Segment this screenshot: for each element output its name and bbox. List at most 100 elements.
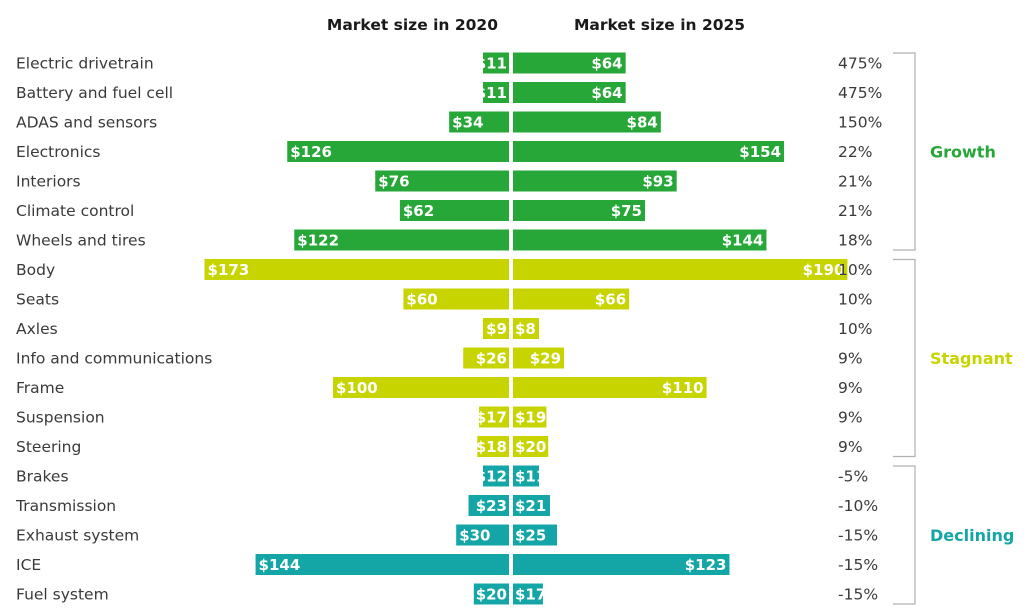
- value-label-2025: $66: [595, 291, 626, 309]
- value-label-2020: $144: [259, 556, 301, 574]
- category-label: Fuel system: [16, 586, 109, 604]
- bar-2025: [513, 229, 767, 251]
- bar-2025: [513, 583, 543, 605]
- value-label-2020: $30: [459, 527, 490, 545]
- value-label-2020: $34: [452, 114, 483, 132]
- value-label-2020: $9: [486, 320, 507, 338]
- category-label: Body: [16, 261, 55, 279]
- bar-2025: [513, 377, 707, 398]
- growth-percent-label: 10%: [838, 291, 872, 309]
- value-label-2025: $17: [515, 586, 546, 604]
- bar-2020: [483, 465, 509, 487]
- header-2020: Market size in 2020: [327, 16, 498, 34]
- value-label-2020: $62: [403, 202, 434, 220]
- value-label-2020: $17: [476, 409, 507, 427]
- growth-percent-label: -15%: [838, 556, 878, 574]
- category-label: Axles: [16, 320, 58, 338]
- category-label: Interiors: [16, 173, 81, 191]
- value-label-2020: $11: [476, 84, 507, 102]
- category-label: Info and communications: [16, 350, 212, 368]
- category-label: Frame: [16, 379, 64, 397]
- bar-2025: [513, 495, 550, 516]
- bar-2020: [287, 141, 509, 162]
- bar-2025: [513, 288, 630, 310]
- value-label-2025: $11: [515, 468, 546, 486]
- growth-percent-label: 475%: [838, 84, 882, 102]
- bar-2020: [255, 554, 509, 575]
- category-label: Climate control: [16, 202, 134, 220]
- growth-percent-label: -15%: [838, 527, 878, 545]
- value-label-2020: $173: [208, 261, 250, 279]
- bar-2020: [483, 52, 509, 74]
- value-label-2025: $144: [722, 232, 764, 250]
- value-label-2025: $64: [591, 84, 622, 102]
- bar-2020: [477, 436, 509, 457]
- bar-2020: [473, 583, 509, 605]
- group-label: Declining: [930, 526, 1014, 545]
- bar-2025: [513, 347, 565, 369]
- value-label-2025: $93: [642, 173, 673, 191]
- bar-2020: [456, 524, 509, 546]
- value-label-2025: $21: [515, 497, 546, 515]
- bar-2025: [513, 259, 848, 280]
- bar-2025: [513, 554, 730, 575]
- value-label-2020: $23: [476, 497, 507, 515]
- bar-2020: [204, 259, 509, 280]
- value-label-2020: $100: [336, 379, 378, 397]
- bar-2020: [479, 406, 509, 428]
- category-label: Brakes: [16, 468, 69, 486]
- value-label-2020: $122: [297, 232, 339, 250]
- bar-2020: [294, 229, 509, 251]
- bar-2020: [403, 288, 509, 310]
- category-label: Seats: [16, 291, 59, 309]
- growth-percent-label: 9%: [838, 350, 863, 368]
- category-label: Transmission: [15, 497, 116, 515]
- category-label: Wheels and tires: [16, 232, 146, 250]
- category-label: Steering: [16, 438, 81, 456]
- growth-percent-label: 22%: [838, 143, 872, 161]
- group-bracket: [893, 258, 916, 458]
- value-label-2020: $20: [476, 586, 507, 604]
- value-label-2025: $84: [627, 114, 658, 132]
- category-label: ICE: [16, 556, 41, 574]
- value-label-2025: $154: [739, 143, 781, 161]
- value-label-2020: $76: [378, 173, 409, 191]
- group-label: Growth: [930, 143, 996, 162]
- value-label-2025: $190: [803, 261, 845, 279]
- bar-2025: [513, 406, 547, 428]
- value-label-2025: $110: [662, 379, 704, 397]
- category-label: ADAS and sensors: [16, 114, 157, 132]
- value-label-2025: $20: [515, 438, 546, 456]
- bar-2020: [468, 495, 509, 516]
- bar-2025: [513, 170, 677, 192]
- value-label-2020: $18: [476, 438, 507, 456]
- value-label-2020: $126: [290, 143, 332, 161]
- bar-2025: [513, 436, 549, 457]
- growth-percent-label: 150%: [838, 114, 882, 132]
- category-label: Electronics: [16, 143, 100, 161]
- growth-percent-label: -15%: [838, 586, 878, 604]
- bar-2020: [449, 111, 509, 133]
- group-label: Stagnant: [930, 349, 1013, 368]
- bar-2025: [513, 318, 539, 339]
- value-label-2025: $29: [530, 350, 561, 368]
- bar-2020: [333, 377, 509, 398]
- bar-2020: [483, 318, 509, 339]
- category-label: Electric drivetrain: [16, 55, 154, 73]
- value-label-2025: $8: [515, 320, 536, 338]
- growth-percent-label: 18%: [838, 232, 872, 250]
- growth-percent-label: 21%: [838, 202, 872, 220]
- category-label: Battery and fuel cell: [16, 84, 173, 102]
- growth-percent-label: 475%: [838, 55, 882, 73]
- growth-percent-label: -10%: [838, 497, 878, 515]
- bar-2020: [375, 170, 509, 192]
- bar-2025: [513, 52, 626, 74]
- value-label-2025: $75: [611, 202, 642, 220]
- value-label-2020: $60: [406, 291, 437, 309]
- header-2025: Market size in 2025: [574, 16, 745, 34]
- bar-2020: [399, 200, 509, 221]
- value-label-2020: $11: [476, 55, 507, 73]
- value-label-2025: $19: [515, 409, 546, 427]
- growth-percent-label: 10%: [838, 261, 872, 279]
